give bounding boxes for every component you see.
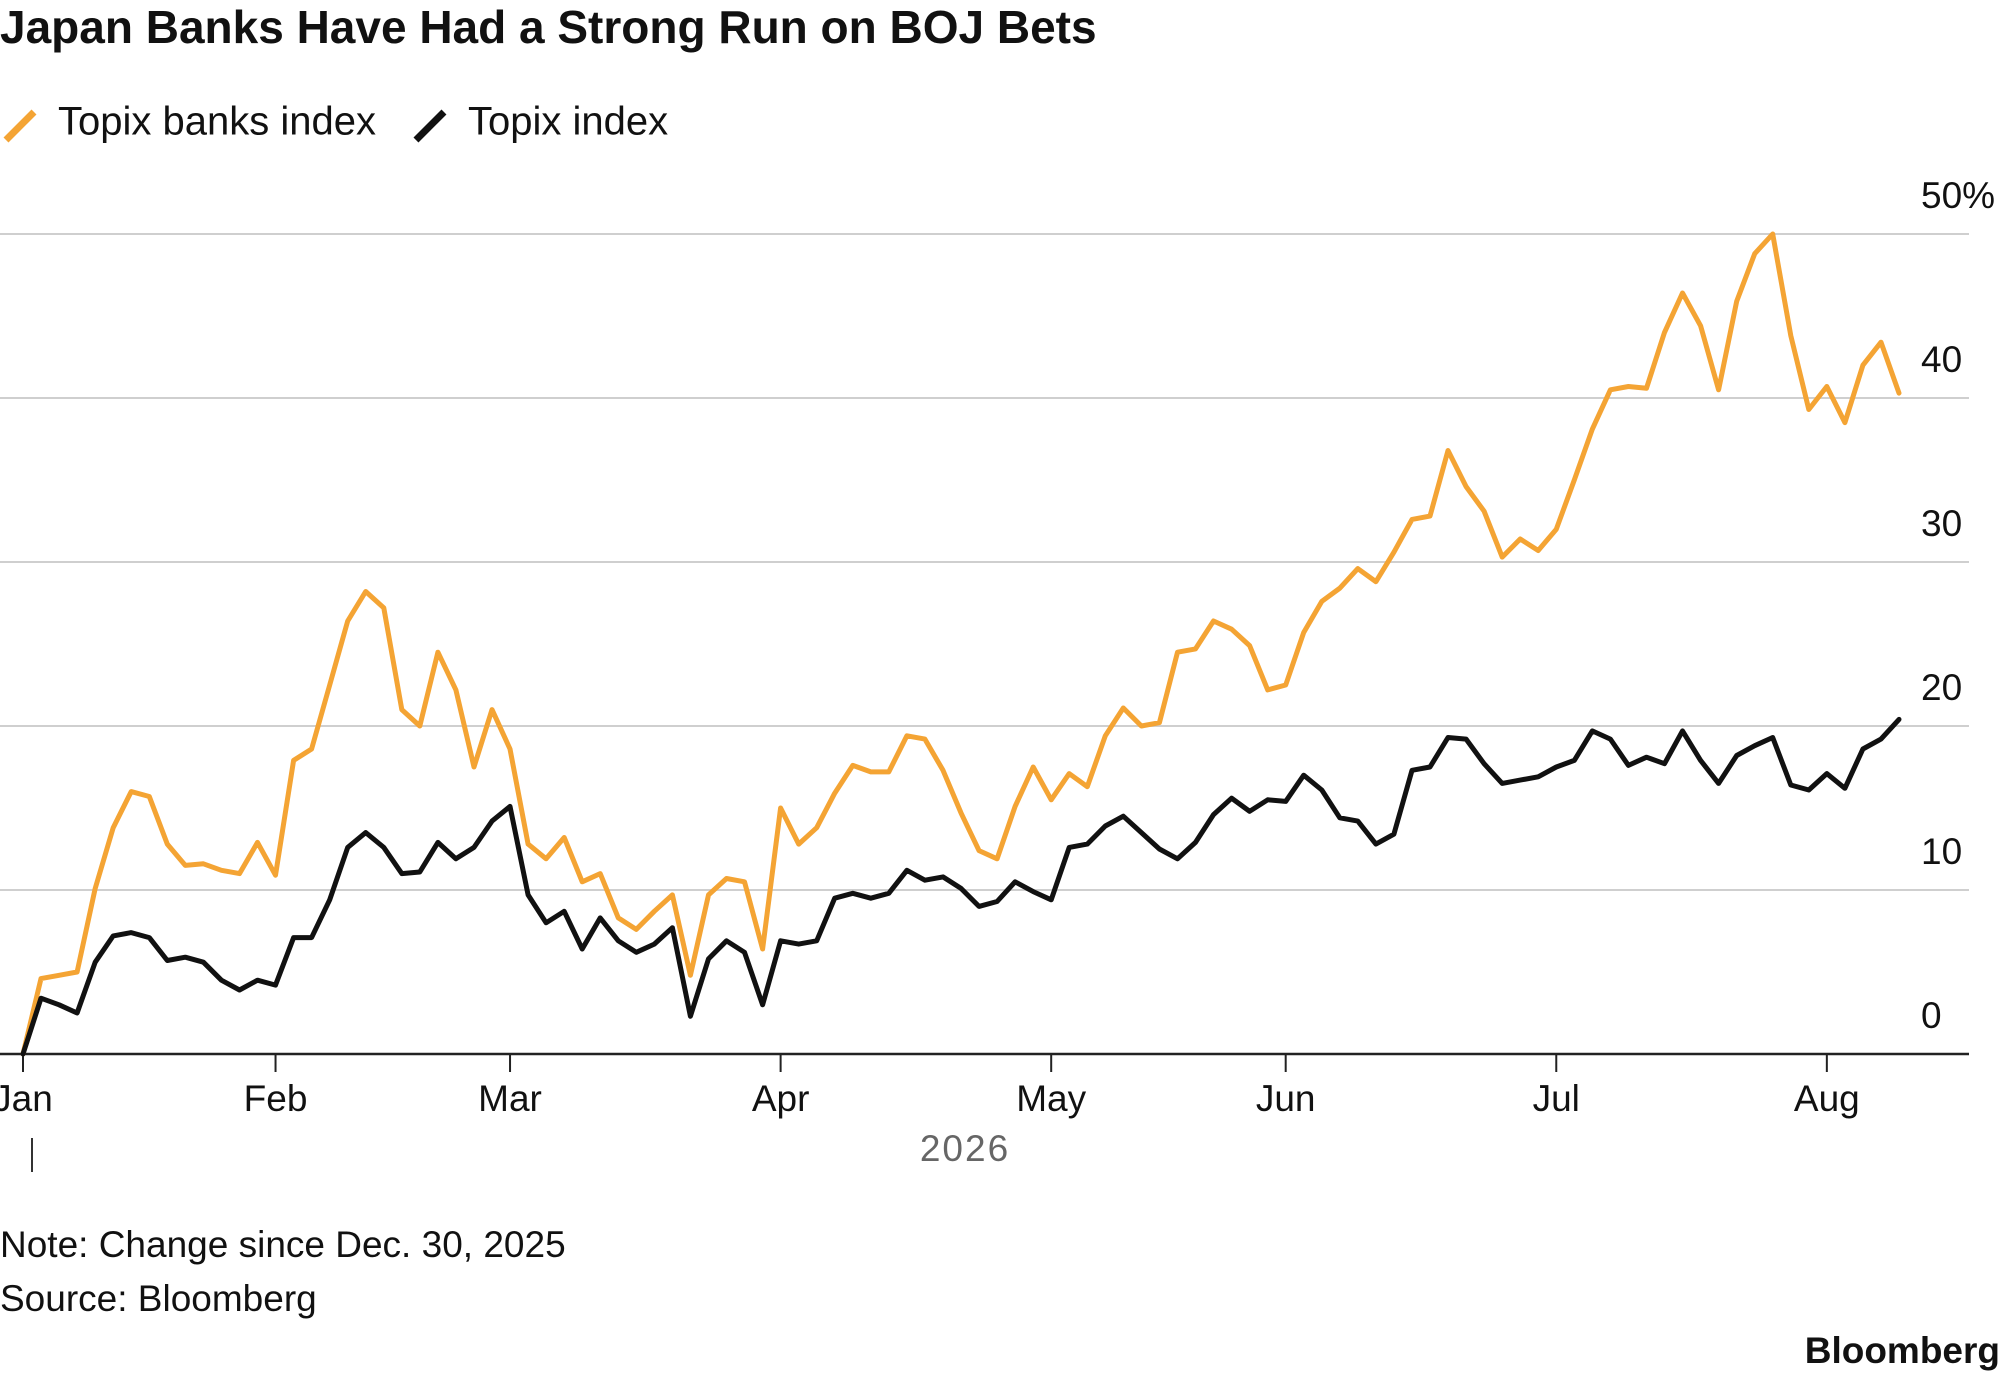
x-tick-label: Jun (1256, 1078, 1316, 1119)
x-tick-label: May (1016, 1078, 1086, 1119)
y-tick-label: 40 (1921, 339, 1962, 380)
series-line (20, 716, 1902, 1057)
x-tick-label: Apr (752, 1078, 810, 1119)
x-tick-label: Jan (0, 1078, 53, 1119)
x-tick-label: Feb (244, 1078, 308, 1119)
y-tick-label: 50% (1921, 175, 1995, 216)
legend-swatch (413, 109, 447, 143)
x-tick-label: Jul (1533, 1078, 1580, 1119)
legend-label: Topix banks index (58, 100, 376, 144)
chart-title: Japan Banks Have Had a Strong Run on BOJ… (0, 1, 1097, 53)
legend-swatch (3, 109, 37, 143)
source: Source: Bloomberg (0, 1278, 317, 1319)
x-axis-label: 2026 (920, 1128, 1010, 1169)
x-tick-label: Aug (1794, 1078, 1860, 1119)
series-line (20, 231, 1902, 1057)
y-tick-label: 0 (1921, 995, 1942, 1036)
note: Note: Change since Dec. 30, 2025 (0, 1224, 566, 1265)
x-tick-label: Mar (478, 1078, 542, 1119)
y-tick-label: 30 (1921, 503, 1962, 544)
brand: Bloomberg (1805, 1330, 2000, 1371)
y-tick-label: 20 (1921, 667, 1962, 708)
y-tick-label: 10 (1921, 831, 1962, 872)
legend-label: Topix index (468, 100, 668, 144)
